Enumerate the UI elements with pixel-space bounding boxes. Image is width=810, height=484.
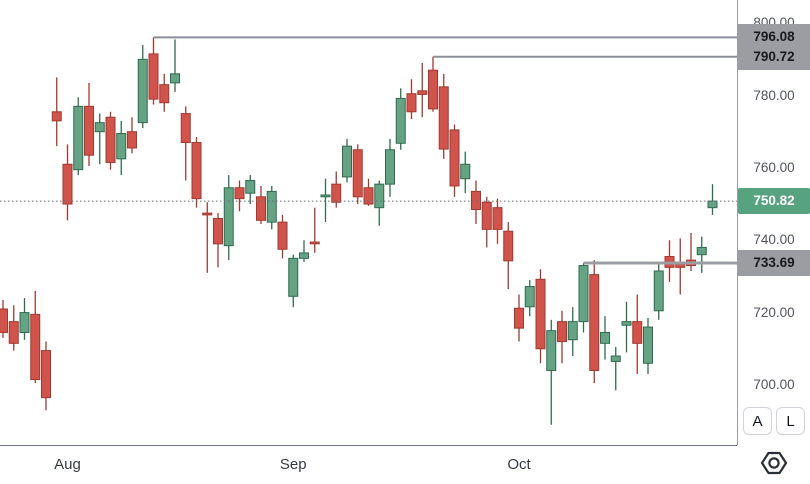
- candle[interactable]: [546, 319, 557, 425]
- candle[interactable]: [610, 346, 621, 391]
- last-price-label: 750.82: [738, 188, 810, 215]
- candle[interactable]: [277, 214, 288, 259]
- candle[interactable]: [664, 240, 675, 282]
- price-axis-tick-label: 780.00: [753, 87, 795, 103]
- candle[interactable]: [191, 137, 202, 208]
- log-scale-button[interactable]: L: [776, 407, 805, 435]
- candle[interactable]: [8, 305, 19, 351]
- candle[interactable]: [567, 307, 578, 356]
- candle[interactable]: [675, 238, 686, 295]
- candle[interactable]: [352, 144, 363, 205]
- price-line-label: 790.72: [738, 43, 810, 70]
- price-axis-tick-label: 720.00: [753, 304, 795, 320]
- candle[interactable]: [395, 88, 406, 150]
- candle[interactable]: [406, 79, 417, 120]
- candle[interactable]: [202, 202, 213, 273]
- candle[interactable]: [223, 175, 234, 261]
- price-axis-tick-label: 760.00: [753, 159, 795, 175]
- candle[interactable]: [309, 207, 320, 253]
- candle[interactable]: [234, 180, 245, 212]
- chart-plot-area[interactable]: [0, 0, 737, 445]
- candle[interactable]: [503, 222, 514, 290]
- candle[interactable]: [471, 180, 481, 224]
- candle[interactable]: [557, 310, 567, 364]
- candle[interactable]: [159, 73, 170, 112]
- candle[interactable]: [51, 77, 62, 147]
- candle[interactable]: [578, 263, 589, 333]
- time-axis-label: Aug: [54, 456, 81, 473]
- candle[interactable]: [707, 184, 718, 215]
- candle[interactable]: [30, 290, 41, 384]
- candle[interactable]: [696, 236, 707, 273]
- candle[interactable]: [127, 117, 137, 154]
- candle[interactable]: [589, 260, 600, 384]
- candle[interactable]: [94, 113, 105, 165]
- candle[interactable]: [535, 269, 546, 364]
- auto-scale-button[interactable]: A: [743, 407, 772, 435]
- candle[interactable]: [524, 280, 535, 317]
- candle[interactable]: [449, 124, 460, 197]
- candle[interactable]: [417, 62, 428, 118]
- candle[interactable]: [299, 240, 309, 262]
- candle[interactable]: [256, 185, 266, 224]
- chart-canvas: [0, 36, 737, 425]
- candle[interactable]: [137, 44, 148, 129]
- price-axis[interactable]: A L 800.00 780.00 760.00 740.00 720.00 700.00…: [737, 0, 810, 445]
- candle[interactable]: [62, 144, 73, 221]
- candle[interactable]: [331, 171, 342, 208]
- price-axis-tick-label: 700.00: [753, 376, 795, 392]
- time-axis[interactable]: Aug Sep Oct: [0, 445, 810, 484]
- time-axis-label: Sep: [279, 456, 307, 473]
- candle[interactable]: [374, 180, 385, 226]
- candle[interactable]: [116, 120, 127, 176]
- price-axis-tick-label: 740.00: [753, 232, 795, 248]
- candle[interactable]: [632, 294, 643, 375]
- candle[interactable]: [385, 138, 395, 197]
- candle[interactable]: [170, 39, 180, 92]
- candle[interactable]: [600, 316, 610, 360]
- candle[interactable]: [73, 97, 84, 176]
- candle[interactable]: [180, 106, 191, 181]
- candle[interactable]: [245, 175, 256, 205]
- axis-corner: [737, 445, 810, 484]
- candle[interactable]: [653, 261, 664, 320]
- settings-hexagon-icon: [760, 450, 788, 479]
- candle[interactable]: [288, 254, 299, 308]
- candle[interactable]: [19, 298, 30, 340]
- candle[interactable]: [0, 299, 8, 338]
- candle[interactable]: [342, 138, 352, 183]
- candle[interactable]: [643, 318, 653, 375]
- candle[interactable]: [686, 232, 696, 271]
- candle[interactable]: [460, 151, 471, 194]
- candle[interactable]: [41, 341, 51, 411]
- time-axis-label: Oct: [507, 456, 531, 473]
- candle[interactable]: [514, 294, 524, 342]
- candle[interactable]: [320, 178, 331, 223]
- candle[interactable]: [428, 56, 438, 112]
- candle[interactable]: [148, 37, 159, 105]
- candle[interactable]: [105, 111, 116, 170]
- candle[interactable]: [621, 301, 632, 353]
- candle[interactable]: [213, 213, 223, 268]
- candle[interactable]: [438, 73, 449, 159]
- candle[interactable]: [266, 185, 277, 230]
- candle[interactable]: [481, 196, 492, 248]
- candle[interactable]: [363, 178, 374, 206]
- candle[interactable]: [492, 198, 503, 244]
- settings-button[interactable]: [758, 448, 790, 481]
- price-line-label: 733.69: [738, 250, 810, 277]
- candle[interactable]: [84, 82, 94, 167]
